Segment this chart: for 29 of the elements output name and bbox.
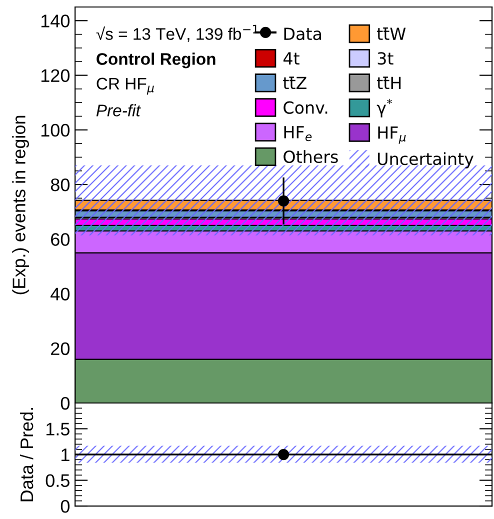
- y-tick-label: 140: [41, 14, 70, 28]
- y-tick-label: 0: [60, 500, 70, 513]
- annotation: CR HF$_{μ}$: [96, 78, 154, 95]
- band-label: Uncertainty: [378, 152, 474, 168]
- legend-label: HF$_{μ}$: [378, 126, 406, 144]
- y-tick-label: 0: [60, 396, 70, 410]
- y-tick-label: 80: [50, 178, 70, 192]
- y-axis-title: Data / Pred.: [20, 408, 34, 502]
- y-tick-label: 0.5: [46, 474, 70, 487]
- y-axis-title: (Exp.) events in region: [12, 116, 29, 294]
- y-tick-label: 60: [51, 233, 70, 246]
- legend-label: HF$_{e}$: [284, 126, 312, 142]
- legend-label: Conv.: [284, 101, 328, 114]
- y-tick-label: 40: [50, 288, 70, 300]
- annotation: Pre-fit: [96, 104, 141, 116]
- y-tick-label: 100: [41, 124, 70, 137]
- y-tick-label: 1.5: [46, 422, 70, 436]
- y-tick-label: 120: [41, 69, 70, 82]
- legend-label: tt̄H: [377, 76, 401, 90]
- legend-label: Data: [284, 28, 321, 40]
- y-tick-label: 1: [62, 448, 70, 462]
- legend-label: 3t: [378, 52, 394, 65]
- y-tick-label: 20: [51, 342, 70, 356]
- legend-label: tt̄W: [377, 27, 406, 40]
- legend-label: tt̄Z: [283, 76, 306, 90]
- legend-label: γ$^{*}$: [376, 98, 392, 118]
- legend-label: 4t: [283, 52, 300, 64]
- legend-label: Others: [284, 150, 338, 164]
- annotation: Control Region: [96, 52, 216, 68]
